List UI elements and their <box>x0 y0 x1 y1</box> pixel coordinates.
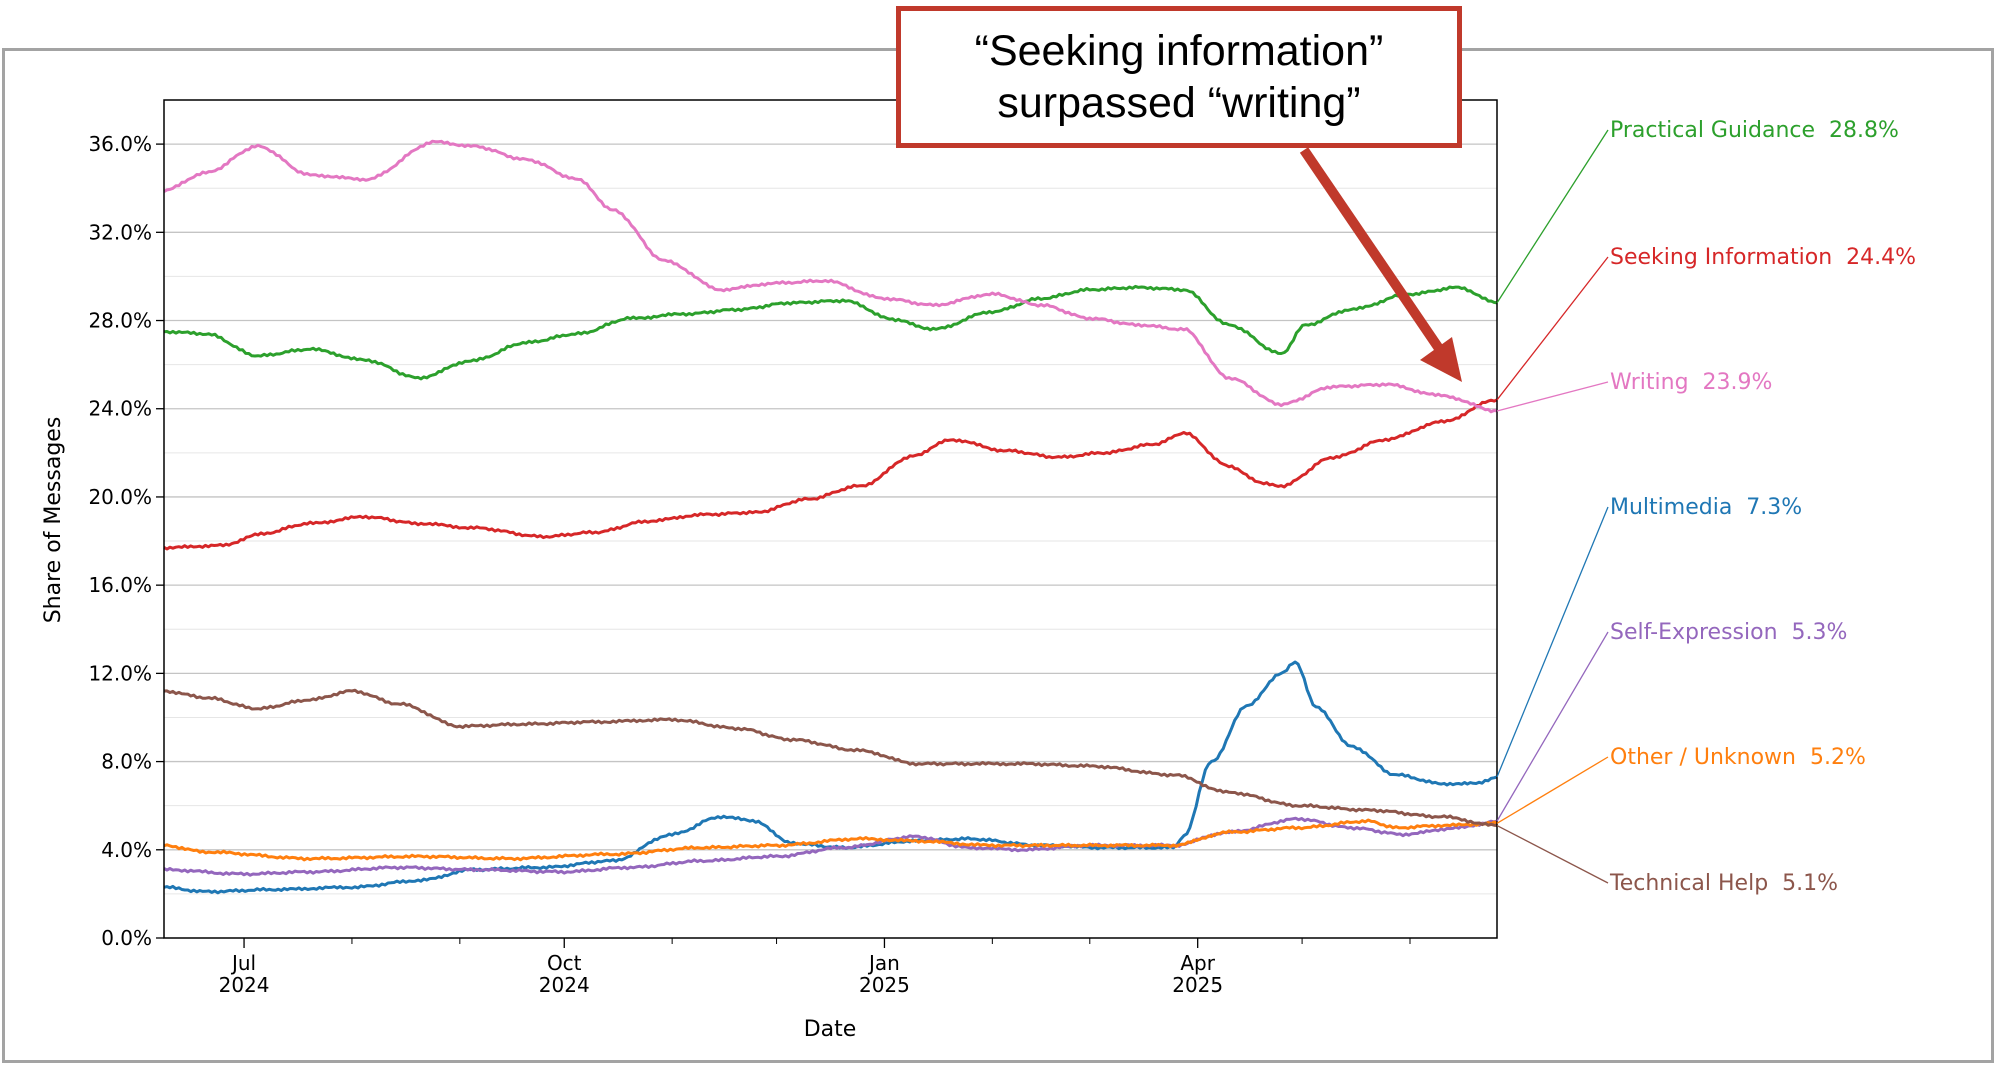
leader-line <box>1496 129 1609 304</box>
end-labels: Practical Guidance 28.8% Seeking Informat… <box>1496 118 1916 896</box>
callout-line-2: surpassed “writing” <box>997 79 1361 127</box>
x-tick-label: 2025 <box>859 973 910 997</box>
y-axis-label: Share of Messages <box>41 417 66 624</box>
series-line-seeking-information <box>163 398 1498 551</box>
end-label: Practical Guidance 28.8% <box>1610 118 1899 143</box>
series-line-practical-guidance <box>163 284 1498 381</box>
y-tick-label: 12.0% <box>88 661 152 685</box>
leader-line <box>1496 381 1609 412</box>
end-label: Technical Help 5.1% <box>1609 871 1838 896</box>
x-axis-label: Date <box>804 1017 857 1042</box>
end-label: Writing 23.9% <box>1610 370 1772 395</box>
series-line-technical-help <box>163 688 1498 827</box>
y-tick-label: 0.0% <box>101 926 152 950</box>
x-tick-label: Jul <box>230 951 256 975</box>
leader-line <box>1496 256 1609 401</box>
end-label: Multimedia 7.3% <box>1610 495 1802 520</box>
plot-area-border <box>163 99 1498 939</box>
y-tick-label: 8.0% <box>101 750 152 774</box>
y-tick-label: 24.0% <box>88 397 152 421</box>
x-tick-label: Apr <box>1180 951 1215 975</box>
series-line-writing <box>163 139 1498 414</box>
y-tick-label: 36.0% <box>88 132 152 156</box>
leader-line <box>1496 824 1609 884</box>
y-tick-label: 32.0% <box>88 220 152 244</box>
x-tick-label: Oct <box>547 951 582 975</box>
y-tick-label: 4.0% <box>101 838 152 862</box>
series-line-other-unknown <box>163 818 1498 862</box>
gridlines <box>164 143 1497 895</box>
y-tick-label: 28.0% <box>88 309 152 333</box>
y-tick-label: 16.0% <box>88 573 152 597</box>
axis-ticks: 0.0% 4.0% 8.0% 12.0% 16.0% 20.0% 24.0% 28.0% 32.… <box>88 132 1411 997</box>
x-tick-label: Jan <box>867 951 900 975</box>
end-label: Self-Expression 5.3% <box>1610 620 1847 645</box>
x-tick-label: 2025 <box>1172 973 1223 997</box>
callout-arrow <box>1299 147 1462 382</box>
leader-line <box>1496 631 1609 822</box>
end-label: Other / Unknown 5.2% <box>1610 745 1866 770</box>
end-label: Seeking Information 24.4% <box>1610 245 1916 270</box>
annotation-callout: “Seeking information” surpassed “writing… <box>896 6 1462 148</box>
x-tick-label: 2024 <box>539 973 590 997</box>
y-tick-label: 20.0% <box>88 485 152 509</box>
x-tick-label: 2024 <box>219 973 270 997</box>
series-lines <box>163 139 1498 895</box>
callout-line-1: “Seeking information” <box>974 27 1384 75</box>
series-line-self-expression <box>163 816 1498 877</box>
leader-line <box>1496 756 1609 824</box>
leader-line <box>1496 506 1609 778</box>
